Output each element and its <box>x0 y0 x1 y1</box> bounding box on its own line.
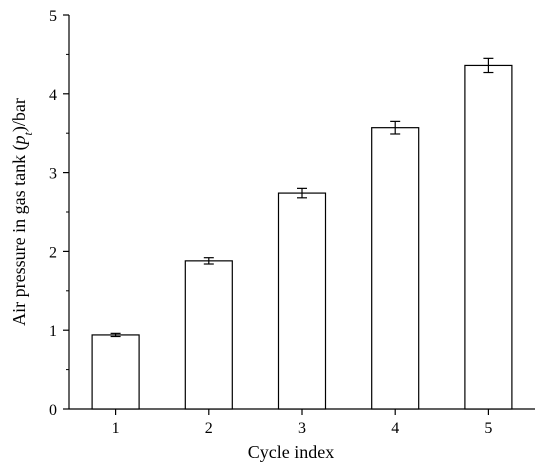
bars <box>91 57 513 410</box>
bar <box>277 192 327 410</box>
y-tick-label: 5 <box>49 8 57 25</box>
y-axis-title: Air pressure in gas tank (pt)/bar <box>9 98 35 326</box>
x-axis: 1 2 3 4 5 <box>69 408 535 437</box>
bar <box>184 260 233 410</box>
x-tick-label: 3 <box>298 420 306 437</box>
y-tick-label: 3 <box>49 166 57 183</box>
y-tick-label: 2 <box>49 244 57 261</box>
bar <box>371 127 420 410</box>
y-tick-label: 4 <box>49 87 57 104</box>
x-tick-label: 4 <box>391 420 399 437</box>
x-tick-label: 2 <box>205 420 213 437</box>
x-tick-label: 5 <box>484 420 492 437</box>
bar <box>464 64 513 410</box>
x-axis-title: Cycle index <box>248 442 334 462</box>
x-tick-label: 1 <box>112 420 120 437</box>
y-axis: 0 1 2 3 4 5 <box>49 8 70 419</box>
bar <box>91 334 140 410</box>
y-tick-label: 0 <box>49 402 57 419</box>
y-tick-label: 1 <box>49 323 57 340</box>
